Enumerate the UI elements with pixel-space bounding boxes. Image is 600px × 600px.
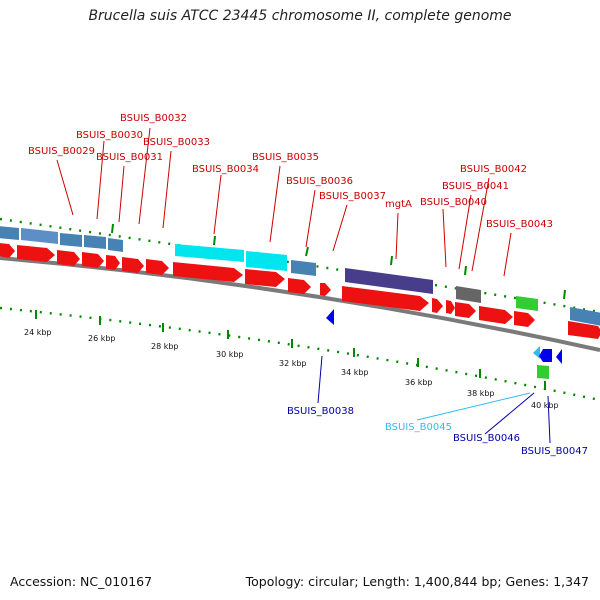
reverse-arrow-b0038 [326,309,334,325]
scale-label: 30 kbp [216,350,244,359]
gene-label-b0035: BSUIS_B0035 [252,152,319,163]
scale-label: 24 kbp [24,328,52,337]
gene-label-b0032: BSUIS_B0032 [120,113,187,124]
cds-arrow [0,243,15,258]
scale-labels: 24 kbp 26 kbp 28 kbp 30 kbp 32 kbp 34 kb… [24,328,559,410]
gene-gray-b0042 [456,286,481,303]
gene-steelblue-b0033 [108,238,123,252]
reverse-arrow-b0047 [556,349,562,364]
scale-label: 36 kbp [405,378,433,387]
gene-label-b0037: BSUIS_B0037 [319,191,386,202]
scale-label: 34 kbp [341,368,369,377]
gene-cyan-b0035 [246,251,287,271]
gene-label-b0045: BSUIS_B0045 [385,422,452,433]
gene-steelblue-b0032 [84,235,106,249]
gene-label-b0041: BSUIS_B0041 [442,181,509,192]
gene-label-mgta: mgtA [385,199,412,210]
reverse-arrow-b0045 [533,346,540,359]
cds-arrow [446,300,455,314]
cds-arrow [82,252,104,268]
gene-steelblue-b0036 [291,260,316,276]
reverse-strand-track [326,309,562,379]
gene-label-b0031: BSUIS_B0031 [96,152,163,163]
scale-label: 28 kbp [151,342,179,351]
cds-arrow [106,255,120,270]
gene-steelblue-edge [570,307,600,326]
gene-label-b0042: BSUIS_B0042 [460,164,527,175]
scale-label: 38 kbp [467,389,495,398]
gene-label-b0047: BSUIS_B0047 [521,446,588,457]
cds-arrow [432,298,443,313]
gene-label-b0030: BSUIS_B0030 [76,130,143,141]
gene-steelblue-b0030 [21,228,58,244]
accession-text: Accession: NC_010167 [10,574,153,589]
gene-label-b0034: BSUIS_B0034 [192,164,259,175]
cds-arrow [455,302,476,318]
cds-arrow [122,257,144,273]
gene-label-b0038: BSUIS_B0038 [287,406,354,417]
gene-green-small [537,365,549,379]
gene-purple-mgta [345,268,433,294]
cds-arrow [320,283,331,296]
label-leader-lines [56,127,551,444]
scale-label: 32 kbp [279,359,307,368]
cds-arrow [514,311,535,327]
topology-text: Topology: circular; Length: 1,400,844 bp… [245,574,589,589]
gene-labels: BSUIS_B0029 BSUIS_B0030 BSUIS_B0031 BSUI… [28,113,588,457]
cds-arrow [568,321,600,339]
gene-steelblue-b0029 [0,226,19,240]
cds-arrow [17,245,55,262]
gene-label-b0046: BSUIS_B0046 [453,433,520,444]
gene-green-b0043 [516,296,538,311]
scale-label: 40 kbp [531,401,559,410]
reverse-arrow-b0046 [539,349,552,362]
cds-arrow [245,269,285,287]
inner-dotted-ring [0,306,600,402]
map-title: Brucella suis ATCC 23445 chromosome II, … [88,8,512,24]
upper-feature-track [0,226,600,326]
gene-steelblue-b0031 [60,233,82,247]
inner-major-ticks [35,310,546,390]
outer-major-ticks [111,223,566,300]
cds-arrow [146,259,169,275]
gene-label-b0029: BSUIS_B0029 [28,146,95,157]
gene-label-b0033: BSUIS_B0033 [143,137,210,148]
cds-arrow [173,262,243,282]
gene-cyan-b0034 [175,244,244,262]
forward-cds-track [0,243,600,339]
gene-label-b0040: BSUIS_B0040 [420,197,487,208]
scale-label: 26 kbp [88,334,116,343]
cds-arrow [288,278,311,294]
cds-arrow [342,286,429,311]
gene-label-b0036: BSUIS_B0036 [286,176,353,187]
gene-label-b0043: BSUIS_B0043 [486,219,553,230]
cds-arrow [57,250,80,266]
cds-arrow [479,306,513,324]
